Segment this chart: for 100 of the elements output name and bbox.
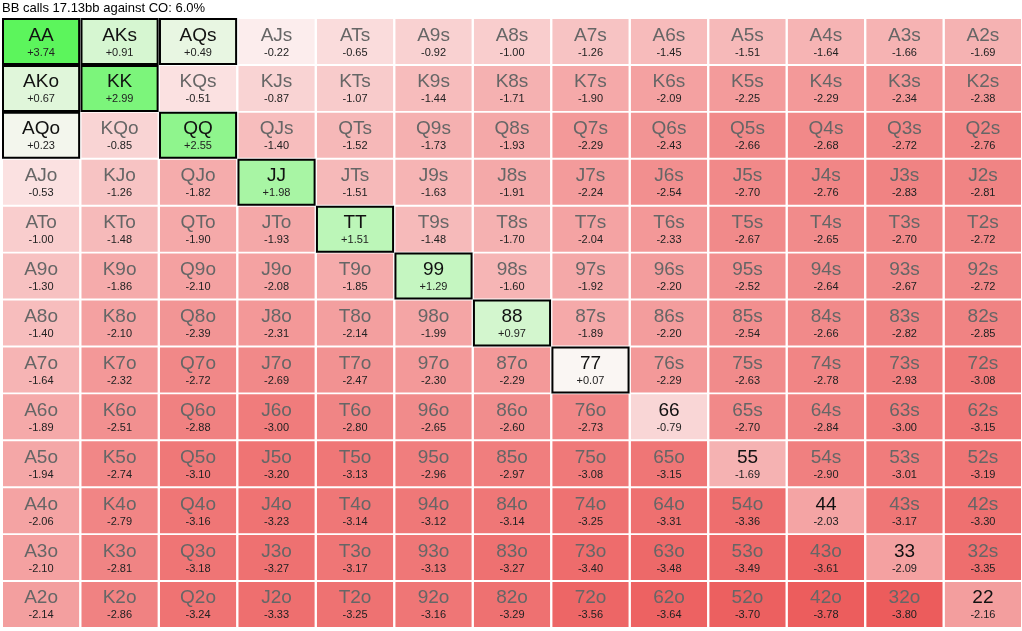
data-label: -0.79 xyxy=(656,420,682,433)
annotation: J6s xyxy=(654,164,684,186)
data-label: -2.10 xyxy=(107,327,133,339)
annotation: KTo xyxy=(103,211,136,233)
data-label: -2.85 xyxy=(970,327,996,339)
annotation: KTs xyxy=(339,70,371,92)
annotation: A9o xyxy=(24,258,58,280)
annotation: Q2o xyxy=(180,586,217,608)
data-label: -1.85 xyxy=(342,280,368,293)
data-label: -2.67 xyxy=(891,280,917,293)
annotation: 65s xyxy=(732,398,763,420)
annotation: Q5o xyxy=(180,445,217,467)
annotation: 94s xyxy=(810,258,842,280)
data-label: -3.31 xyxy=(656,514,682,527)
annotation: 75s xyxy=(732,351,763,373)
data-label: -3.17 xyxy=(891,514,917,527)
annotation: Q6s xyxy=(651,117,687,139)
annotation: K4s xyxy=(809,70,843,92)
data-label: -2.54 xyxy=(734,327,761,339)
data-label: -2.81 xyxy=(107,561,133,574)
annotation: QJs xyxy=(259,117,294,139)
annotation: 64s xyxy=(810,398,842,420)
annotation: T3s xyxy=(888,211,921,233)
data-label: -1.00 xyxy=(499,45,525,58)
data-label: +2.55 xyxy=(184,139,212,152)
annotation: 96s xyxy=(653,258,685,280)
data-label: -2.20 xyxy=(656,327,682,339)
annotation: 99 xyxy=(422,258,445,280)
data-label: -2.84 xyxy=(813,420,839,433)
data-label: -1.93 xyxy=(263,233,290,246)
data-label: -2.24 xyxy=(577,186,604,199)
data-label: -3.48 xyxy=(656,561,682,574)
data-label: -1.64 xyxy=(813,45,839,58)
data-label: -3.27 xyxy=(263,561,290,574)
annotation: QTo xyxy=(180,211,216,233)
annotation: K2o xyxy=(102,586,137,608)
annotation: K8s xyxy=(495,70,529,92)
data-label: -0.53 xyxy=(28,186,54,199)
annotation: 96o xyxy=(417,398,450,420)
annotation: 52s xyxy=(967,445,999,467)
data-label: +0.67 xyxy=(27,92,55,105)
data-label: -2.76 xyxy=(970,139,996,152)
chart-title: BB calls 17.13bb against CO: 6.0% xyxy=(2,0,206,15)
annotation: J9o xyxy=(261,258,292,280)
annotation: J2o xyxy=(261,586,292,608)
annotation: Q6o xyxy=(180,398,217,420)
data-label: -2.78 xyxy=(813,373,839,386)
data-label: -3.13 xyxy=(420,561,447,574)
annotation: 84o xyxy=(496,492,528,514)
data-label: -2.32 xyxy=(107,373,133,386)
data-label: -3.61 xyxy=(813,561,839,574)
annotation: 92o xyxy=(417,586,450,608)
annotation: A7o xyxy=(24,351,58,373)
data-label: -3.20 xyxy=(263,467,290,480)
annotation: J4s xyxy=(811,164,841,186)
data-label: -1.40 xyxy=(28,327,54,339)
annotation: J9s xyxy=(418,164,449,186)
annotation: K5o xyxy=(102,445,137,467)
data-label: -3.14 xyxy=(342,514,368,527)
annotation: A5o xyxy=(24,445,58,467)
annotation: AQs xyxy=(179,23,217,45)
data-label: -2.10 xyxy=(185,280,211,293)
annotation: KQs xyxy=(179,70,217,92)
annotation: Q8s xyxy=(494,117,530,139)
annotation: KJo xyxy=(103,164,136,186)
annotation: 85s xyxy=(732,305,763,326)
annotation: 63s xyxy=(889,398,920,420)
annotation: J5o xyxy=(261,445,292,467)
annotation: Q2s xyxy=(965,117,1001,139)
data-label: -2.20 xyxy=(656,280,682,293)
data-label: -2.63 xyxy=(734,373,761,386)
annotation: Q7s xyxy=(573,117,608,139)
annotation: 66 xyxy=(658,398,680,420)
data-label: -1.51 xyxy=(734,45,761,58)
annotation: 62s xyxy=(967,398,999,420)
data-label: -3.08 xyxy=(577,467,604,480)
annotation: AJs xyxy=(260,23,293,45)
data-label: -1.93 xyxy=(499,139,525,152)
annotation: T6o xyxy=(338,398,372,420)
data-label: -1.69 xyxy=(970,45,996,58)
annotation: T5s xyxy=(731,211,764,233)
data-label: -1.00 xyxy=(28,233,54,246)
data-label: -2.80 xyxy=(342,420,368,433)
annotation: 74s xyxy=(810,351,842,373)
data-label: -1.92 xyxy=(577,280,604,293)
annotation: J3o xyxy=(261,539,292,561)
annotation: 32s xyxy=(967,539,999,561)
annotation: 94o xyxy=(417,492,450,514)
data-label: -1.94 xyxy=(28,467,54,480)
annotation: A4s xyxy=(809,23,843,45)
annotation: J5s xyxy=(732,164,763,186)
data-label: -3.01 xyxy=(891,467,917,480)
annotation: K2s xyxy=(966,70,1000,92)
annotation: 75o xyxy=(574,445,607,467)
data-label: -1.48 xyxy=(420,233,447,246)
data-label: +1.29 xyxy=(419,280,448,293)
annotation: T6s xyxy=(653,211,685,233)
data-label: -3.18 xyxy=(185,561,211,574)
data-label: -2.88 xyxy=(185,420,211,433)
data-label: -1.40 xyxy=(263,139,290,152)
